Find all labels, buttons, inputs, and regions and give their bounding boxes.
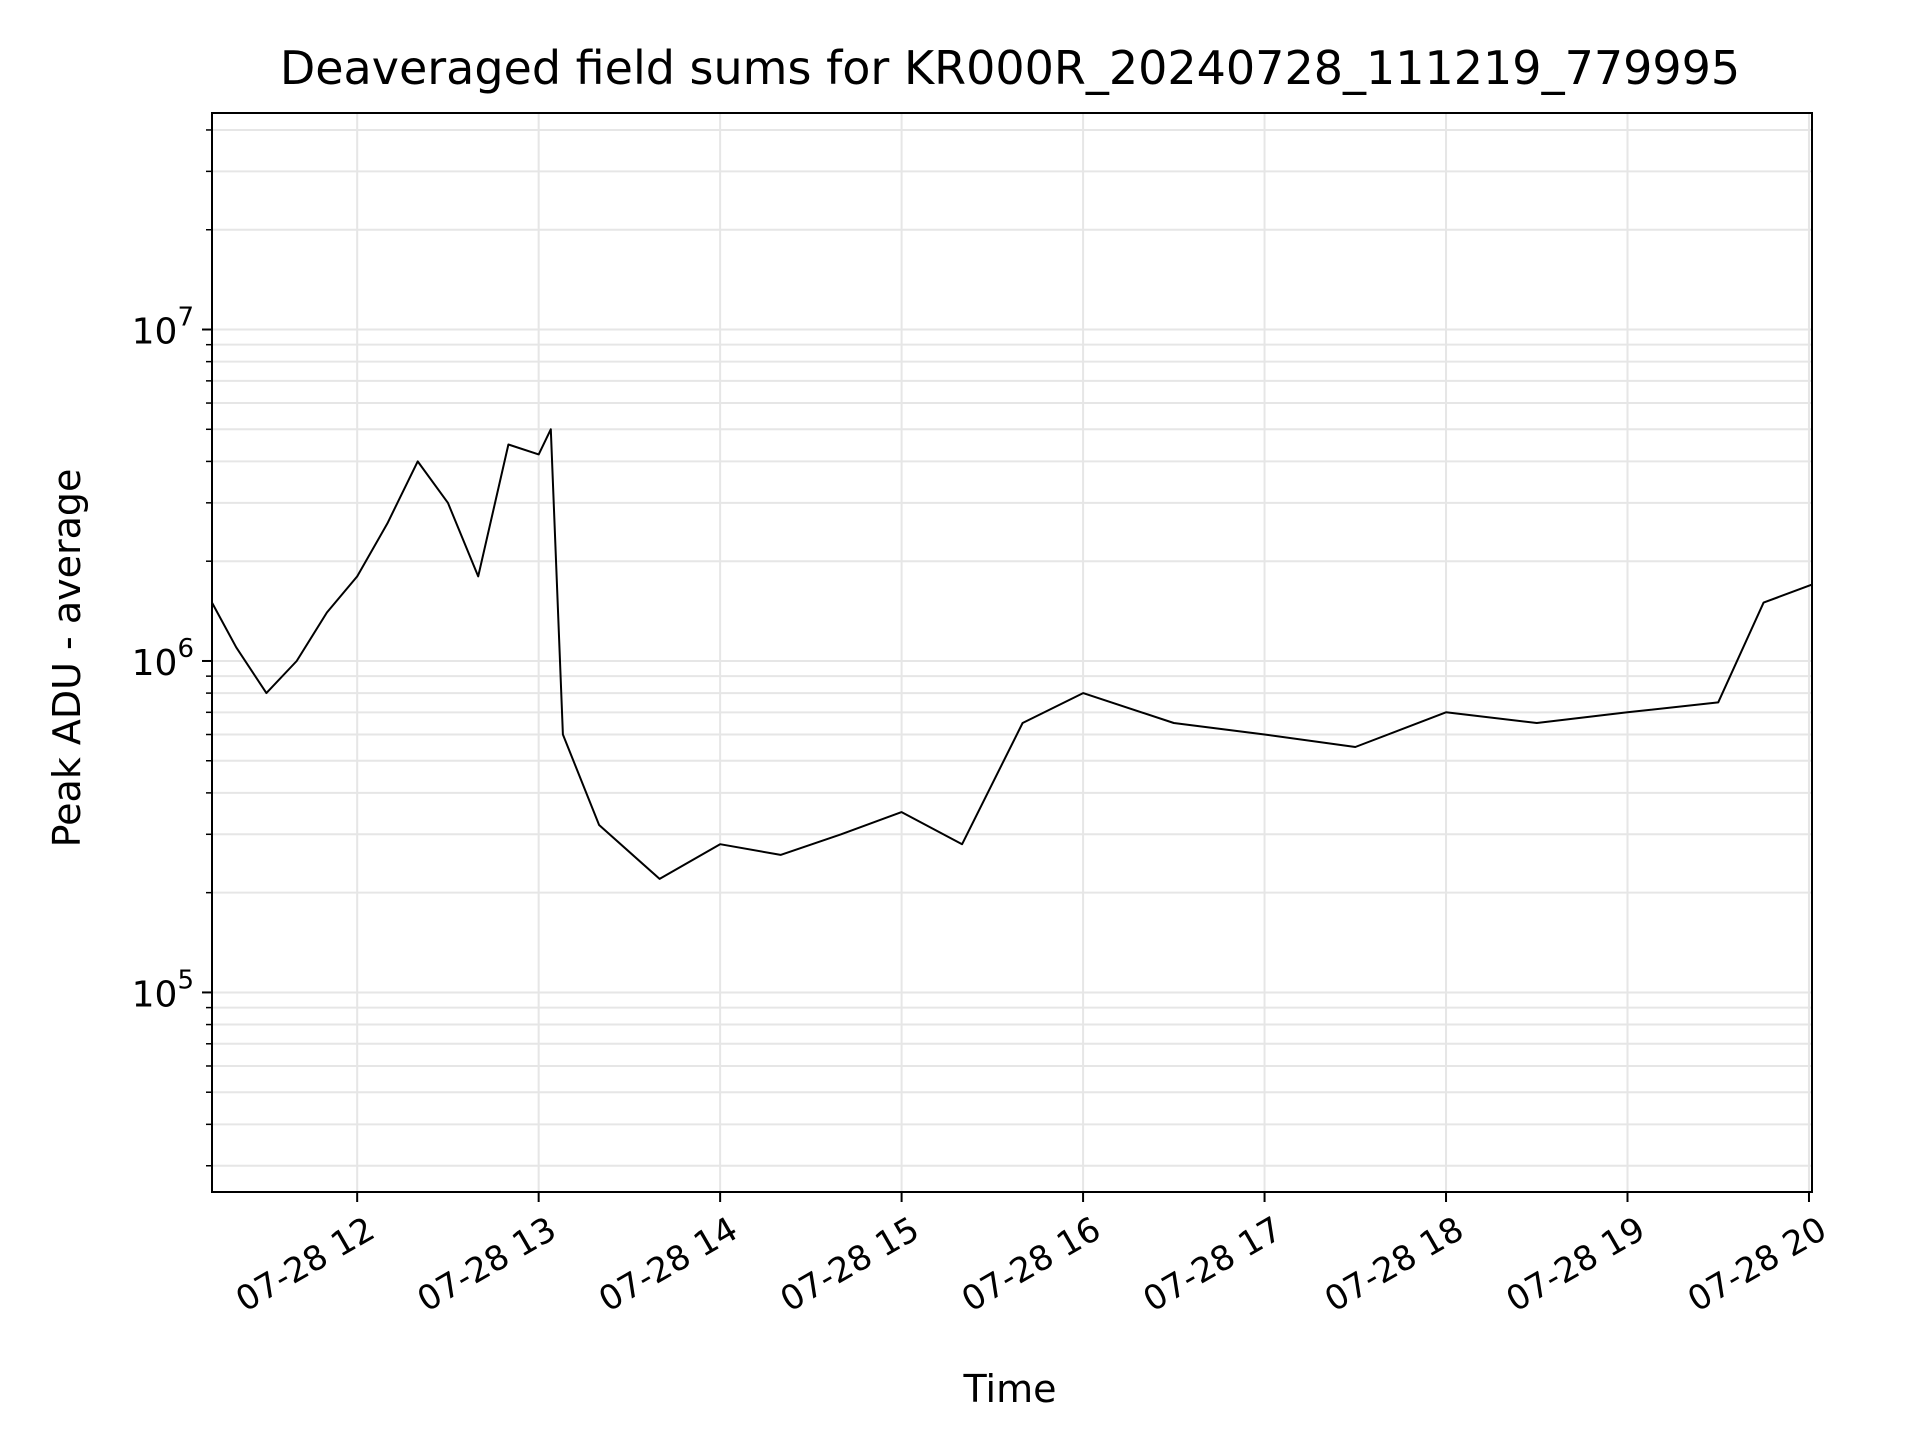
y-tick-label: 105 — [132, 965, 194, 1015]
y-tick-exponent: 7 — [177, 303, 194, 333]
series-line — [211, 428, 1813, 880]
y-axis-label: Peak ADU - average — [45, 469, 89, 848]
y-tick-label: 107 — [132, 303, 194, 353]
y-tick-label: 106 — [132, 634, 194, 684]
plot-frame — [211, 112, 1813, 1193]
grid — [212, 113, 1812, 1192]
y-tick-base: 10 — [132, 974, 178, 1015]
y-tick-base: 10 — [132, 312, 178, 353]
y-tick-exponent: 5 — [177, 965, 194, 995]
chart-title: Deaveraged field sums for KR000R_2024072… — [280, 41, 1740, 95]
y-tick-base: 10 — [132, 643, 178, 684]
series-layer — [211, 428, 1813, 880]
x-axis-label: Time — [963, 1367, 1057, 1411]
y-tick-exponent: 6 — [177, 634, 194, 664]
